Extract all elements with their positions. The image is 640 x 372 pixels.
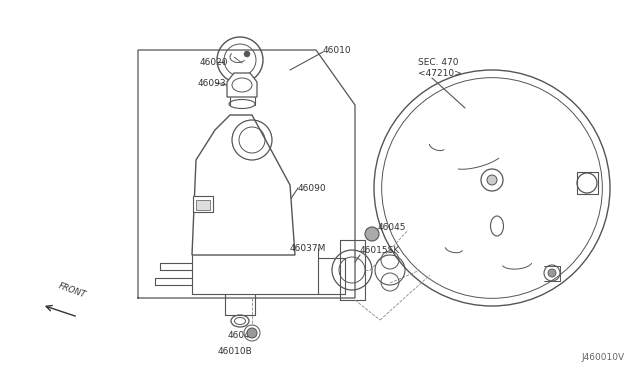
Circle shape — [548, 269, 556, 277]
Circle shape — [487, 175, 497, 185]
Polygon shape — [192, 115, 295, 255]
Text: 46037M: 46037M — [290, 244, 326, 253]
Text: 46048: 46048 — [228, 330, 257, 340]
Text: 46093: 46093 — [198, 78, 227, 87]
Circle shape — [244, 51, 250, 57]
Text: 46090: 46090 — [298, 183, 326, 192]
Text: J460010V: J460010V — [582, 353, 625, 362]
FancyBboxPatch shape — [193, 196, 213, 212]
Text: 46010: 46010 — [323, 45, 351, 55]
Text: 46020: 46020 — [200, 58, 228, 67]
Polygon shape — [227, 73, 257, 97]
Text: FRONT: FRONT — [57, 282, 87, 300]
FancyBboxPatch shape — [196, 200, 210, 210]
Text: 46010B: 46010B — [218, 347, 253, 356]
Circle shape — [247, 328, 257, 338]
Text: 46045: 46045 — [378, 222, 406, 231]
Circle shape — [365, 227, 379, 241]
Text: 46015SK: 46015SK — [360, 246, 400, 254]
Text: <47210>: <47210> — [418, 68, 461, 77]
Text: SEC. 470: SEC. 470 — [418, 58, 458, 67]
